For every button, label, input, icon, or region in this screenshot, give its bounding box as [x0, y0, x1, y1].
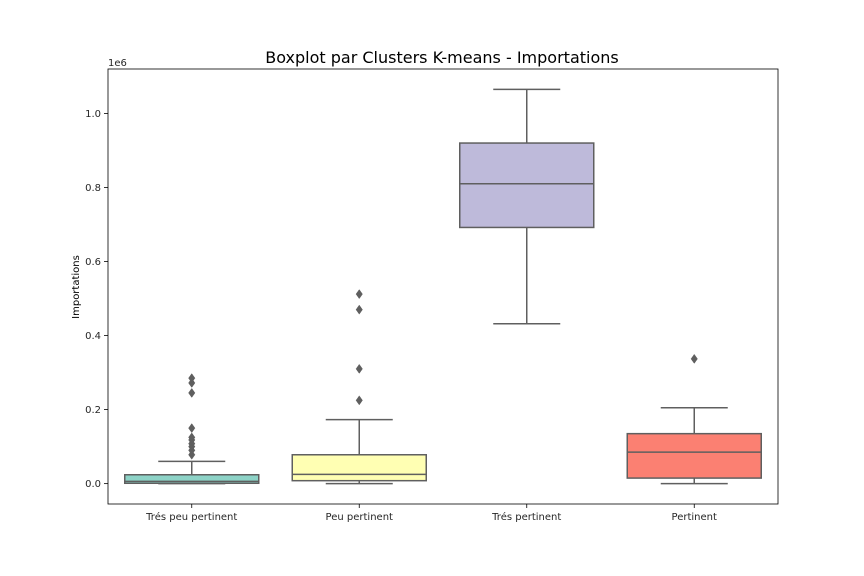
box-2-outlier-point	[355, 395, 363, 406]
x-tick-label: Peu pertinent	[326, 512, 393, 523]
y-tick-label: 0.0	[85, 479, 101, 490]
y-tick-label: 0.4	[85, 331, 101, 342]
y-tick-label: 0.2	[85, 405, 101, 416]
box-4-outlier-point	[690, 353, 698, 364]
box-1-iqr-box	[124, 474, 260, 485]
y-axis-label: Importations	[71, 255, 82, 319]
x-tick-label: Pertinent	[672, 512, 717, 523]
box-1-outlier-point	[188, 423, 196, 434]
box-4-iqr-box	[626, 432, 762, 479]
box-2-iqr-box	[291, 454, 427, 482]
chart-title: Boxplot par Clusters K-means - Importati…	[265, 48, 618, 67]
plot-frame	[107, 68, 779, 505]
y-offset-label: 1e6	[108, 58, 127, 69]
x-tick-label: Trés pertinent	[491, 511, 561, 523]
y-tick-label: 0.8	[85, 183, 101, 194]
box-1-outlier-point	[188, 432, 196, 443]
box-3-iqr-box	[459, 142, 595, 229]
box-1-outlier-point	[188, 388, 196, 398]
box-2-outlier-point	[355, 304, 363, 315]
plot-area: 0.0 0.2 0.4 0.6 0.8 1.0 Trés peu pertinent Peu …	[85, 68, 779, 523]
box-1-outlier-point	[188, 373, 196, 384]
y-tick-label: 0.6	[85, 257, 101, 268]
box-2-outlier-point	[355, 363, 363, 374]
box-2-outlier-point	[355, 289, 363, 300]
y-tick-label: 1.0	[85, 109, 101, 120]
x-tick-label: Trés peu pertinent	[145, 511, 237, 523]
